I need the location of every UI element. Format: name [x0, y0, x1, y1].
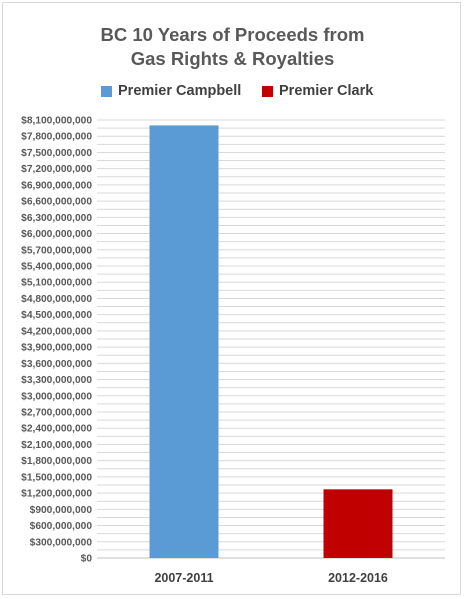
- y-tick-label: $0: [81, 554, 93, 565]
- y-tick-label: $6,300,000,000: [21, 213, 92, 224]
- y-tick-label: $4,800,000,000: [21, 294, 92, 305]
- legend-item-clark: Premier Clark: [262, 82, 373, 100]
- y-tick-label: $2,400,000,000: [21, 424, 92, 435]
- y-tick-label: $1,500,000,000: [21, 472, 92, 483]
- y-tick-label: $6,900,000,000: [21, 180, 92, 191]
- y-tick-label: $3,900,000,000: [21, 343, 92, 354]
- y-tick-label: $4,500,000,000: [21, 310, 92, 321]
- y-tick-label: $7,200,000,000: [21, 164, 92, 175]
- x-tick-label: 2007-2011: [154, 571, 213, 585]
- x-tick-label: 2012-2016: [328, 571, 388, 585]
- y-tick-label: $2,700,000,000: [21, 408, 92, 419]
- legend-swatch-campbell: [101, 85, 112, 97]
- y-tick-label: $600,000,000: [30, 521, 93, 532]
- bar-clark: [323, 489, 393, 558]
- y-tick-label: $1,800,000,000: [21, 456, 92, 467]
- y-tick-label: $4,200,000,000: [21, 326, 92, 337]
- bar-campbell: [149, 125, 219, 558]
- legend-label-clark: Premier Clark: [279, 83, 374, 99]
- y-tick-label: $6,600,000,000: [21, 197, 92, 208]
- y-tick-label: $6,000,000,000: [21, 229, 92, 240]
- legend-swatch-clark: [262, 85, 273, 97]
- y-tick-label: $3,000,000,000: [21, 391, 92, 402]
- chart-title-line-1: BC 10 Years of Proceeds from: [100, 24, 365, 45]
- y-tick-label: $2,100,000,000: [21, 440, 92, 451]
- y-tick-label: $5,100,000,000: [21, 278, 92, 289]
- y-tick-label: $7,500,000,000: [21, 148, 92, 159]
- y-tick-label: $3,300,000,000: [21, 375, 92, 386]
- y-tick-label: $5,400,000,000: [21, 262, 92, 273]
- y-tick-label: $1,200,000,000: [21, 489, 92, 500]
- chart-title-line-2: Gas Rights & Royalties: [130, 48, 335, 69]
- y-tick-label: $5,700,000,000: [21, 245, 92, 256]
- y-tick-label: $3,600,000,000: [21, 359, 92, 370]
- y-tick-label: $7,800,000,000: [21, 132, 92, 143]
- y-tick-label: $900,000,000: [30, 505, 93, 516]
- y-tick-label: $8,100,000,000: [21, 116, 92, 127]
- y-tick-label: $300,000,000: [30, 537, 93, 548]
- legend-label-campbell: Premier Campbell: [118, 83, 242, 99]
- legend-item-campbell: Premier Campbell: [101, 82, 241, 100]
